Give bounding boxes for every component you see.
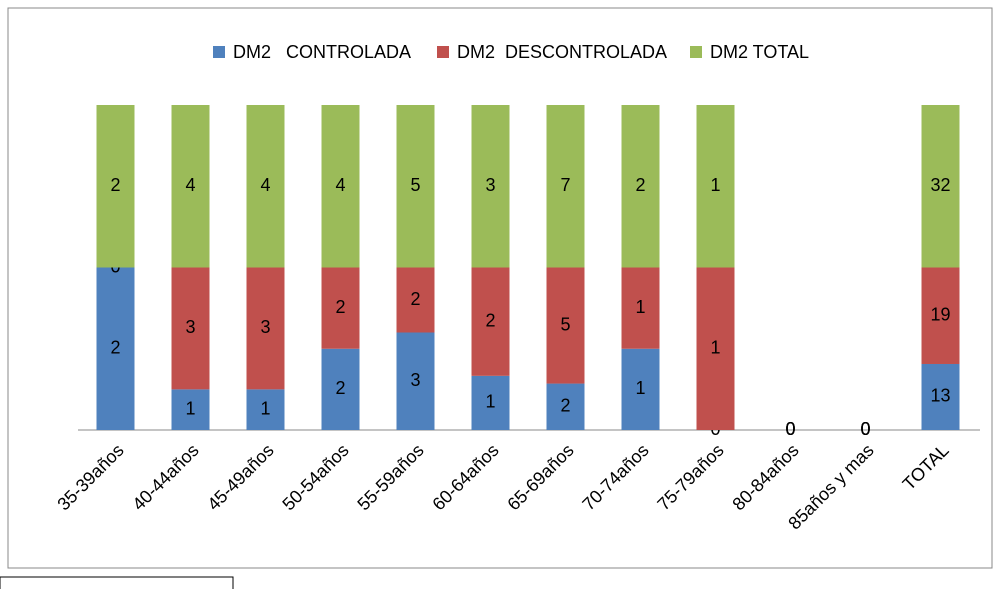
- data-label: 2: [110, 338, 120, 358]
- data-label: 3: [485, 175, 495, 195]
- x-tick-label: 35-39años: [53, 440, 127, 514]
- bar-segment: [96, 267, 135, 430]
- chart-frame: [7, 7, 993, 569]
- data-label: 1: [635, 378, 645, 398]
- bar-segment: [621, 348, 660, 430]
- bar-segment: [471, 375, 510, 430]
- data-label: 1: [710, 338, 720, 358]
- bar-segment: [171, 389, 210, 430]
- cell-box: [0, 576, 234, 589]
- bar-segment: [921, 267, 960, 364]
- legend-swatch: [690, 46, 702, 58]
- data-label: 3: [410, 370, 420, 390]
- data-label: 3: [260, 317, 270, 337]
- data-label: 0: [785, 419, 795, 439]
- bar-segment: [921, 105, 960, 268]
- x-tick-label: 65-69años: [503, 440, 577, 514]
- bar-segment: [471, 267, 510, 376]
- data-label: 0: [860, 419, 870, 439]
- bar-segment: [621, 267, 660, 349]
- bar-segment: [921, 363, 960, 430]
- bar-segment: [96, 105, 135, 268]
- bar-segment: [321, 267, 360, 349]
- legend-label: DM2 DESCONTROLADA: [457, 42, 667, 62]
- x-tick-label: 45-49años: [203, 440, 277, 514]
- data-label: 2: [335, 297, 345, 317]
- legend-swatch: [213, 46, 225, 58]
- data-label: 1: [710, 175, 720, 195]
- bar-segment: [546, 267, 585, 384]
- bar-segment: [471, 105, 510, 268]
- bar-segment: [246, 389, 285, 430]
- bar-segment: [171, 267, 210, 390]
- bar-segment: [321, 348, 360, 430]
- data-label: 5: [560, 314, 570, 334]
- bar-segment: [171, 105, 210, 268]
- data-label: 4: [260, 175, 270, 195]
- x-tick-label: 75-79años: [653, 440, 727, 514]
- data-label: 19: [930, 304, 950, 324]
- data-label: 4: [335, 175, 345, 195]
- data-label: 2: [635, 175, 645, 195]
- bar-segment: [321, 105, 360, 268]
- bar-segment: [396, 267, 435, 333]
- data-label: 0: [860, 419, 870, 439]
- data-label: 2: [560, 396, 570, 416]
- bar-segment: [696, 105, 735, 268]
- x-tick-label: 70-74años: [578, 440, 652, 514]
- bar-segment: [546, 105, 585, 268]
- data-label: 1: [635, 297, 645, 317]
- x-tick-label: 60-64años: [428, 440, 502, 514]
- bar-segment: [396, 332, 435, 430]
- data-label: 1: [485, 392, 495, 412]
- data-label: 0: [785, 419, 795, 439]
- data-label: 0: [860, 419, 870, 439]
- bar-segment: [621, 105, 660, 268]
- x-tick-label: 55-59años: [353, 440, 427, 514]
- legend-label: DM2 CONTROLADA: [233, 42, 411, 62]
- data-label: 7: [560, 175, 570, 195]
- data-label: 3: [185, 317, 195, 337]
- data-label: 2: [485, 310, 495, 330]
- data-label: 2: [410, 289, 420, 309]
- data-label: 4: [185, 175, 195, 195]
- data-label: 1: [260, 398, 270, 418]
- bar-segment: [546, 383, 585, 430]
- data-label: 1: [185, 398, 195, 418]
- bar-segment: [396, 105, 435, 268]
- data-label: 0: [785, 419, 795, 439]
- data-label: 2: [110, 175, 120, 195]
- bar-segment: [246, 267, 285, 390]
- data-label: 32: [930, 175, 950, 195]
- legend-label: DM2 TOTAL: [710, 42, 809, 62]
- data-label: 5: [410, 175, 420, 195]
- x-tick-label: 40-44años: [128, 440, 202, 514]
- data-label: 13: [930, 386, 950, 406]
- data-label: 2: [335, 378, 345, 398]
- bar-segment: [696, 267, 735, 430]
- x-tick-label: TOTAL: [899, 440, 953, 494]
- x-tick-label: 50-54años: [278, 440, 352, 514]
- bar-segment: [246, 105, 285, 268]
- legend-swatch: [437, 46, 449, 58]
- x-tick-label: 80-84años: [728, 440, 802, 514]
